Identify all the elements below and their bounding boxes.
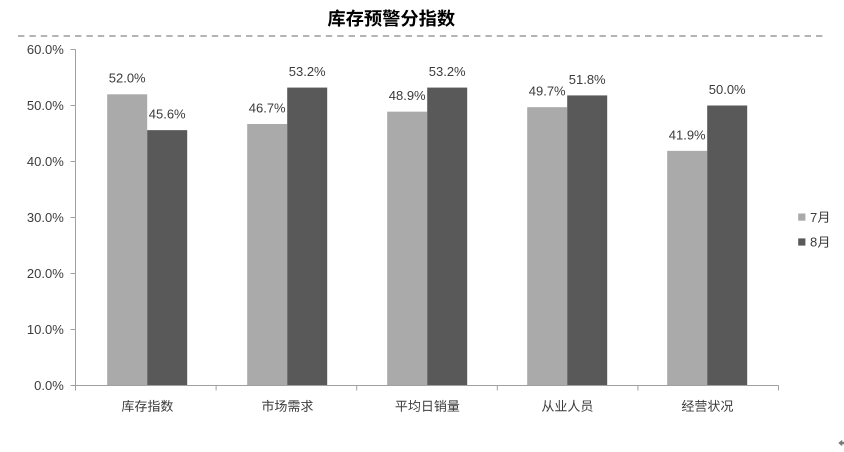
svg-text:51.8%: 51.8% (569, 72, 606, 87)
svg-text:50.0%: 50.0% (27, 98, 64, 113)
svg-text:7: 7 (810, 210, 817, 225)
svg-text:53.2%: 53.2% (429, 64, 466, 79)
svg-text:52.0%: 52.0% (109, 71, 146, 86)
svg-text:49.7%: 49.7% (529, 84, 566, 99)
svg-text:50.0%: 50.0% (709, 82, 746, 97)
svg-text:53.2%: 53.2% (289, 64, 326, 79)
svg-text:46.7%: 46.7% (249, 100, 286, 115)
svg-text:10.0%: 10.0% (27, 322, 64, 337)
svg-text:41.9%: 41.9% (669, 127, 706, 142)
svg-text:48.9%: 48.9% (389, 88, 426, 103)
svg-text:8: 8 (810, 235, 817, 250)
svg-text:20.0%: 20.0% (27, 266, 64, 281)
svg-text:0.0%: 0.0% (34, 378, 64, 393)
svg-text:40.0%: 40.0% (27, 154, 64, 169)
svg-text:60.0%: 60.0% (27, 42, 64, 57)
svg-text:30.0%: 30.0% (27, 210, 64, 225)
svg-text:45.6%: 45.6% (149, 107, 186, 122)
